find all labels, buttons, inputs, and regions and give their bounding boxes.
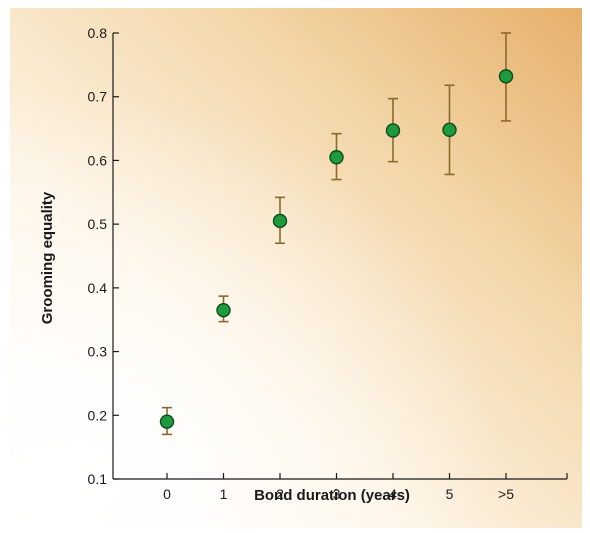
y-tick-label: 0.7 <box>88 89 108 105</box>
y-axis-title: Grooming equality <box>39 191 56 324</box>
x-axis-title: Bond duration (years) <box>254 487 410 504</box>
x-tick-label: 3 <box>333 486 341 502</box>
x-tick-label: 1 <box>220 486 228 502</box>
y-tick-label: 0.2 <box>88 407 108 423</box>
x-tick-label: 4 <box>389 486 397 502</box>
data-point <box>329 150 344 165</box>
x-axis: 0 1 2 3 4 5 >5 <box>113 473 568 502</box>
y-tick-label: 0.5 <box>88 216 108 232</box>
x-tick-label: 0 <box>163 486 171 502</box>
y-tick-label: 0.1 <box>88 471 108 487</box>
y-tick-label: 0.4 <box>88 280 108 296</box>
y-tick-label: 0.6 <box>88 152 108 168</box>
data-point <box>498 69 514 84</box>
data-point <box>442 122 457 138</box>
chart-panel-glow <box>10 8 582 528</box>
data-point <box>385 123 401 138</box>
data-point <box>159 414 175 429</box>
x-tick-label: >5 <box>498 486 514 502</box>
data-points <box>159 69 514 429</box>
data-point <box>272 213 288 229</box>
y-axis: 0.1 0.2 0.3 0.4 0.5 0.6 0.7 0.8 <box>88 25 119 487</box>
y-tick-label: 0.3 <box>88 344 108 360</box>
x-tick-label: 2 <box>276 486 284 502</box>
x-tick-label: 5 <box>446 486 454 502</box>
y-tick-label: 0.8 <box>88 25 108 41</box>
data-point <box>216 302 231 318</box>
